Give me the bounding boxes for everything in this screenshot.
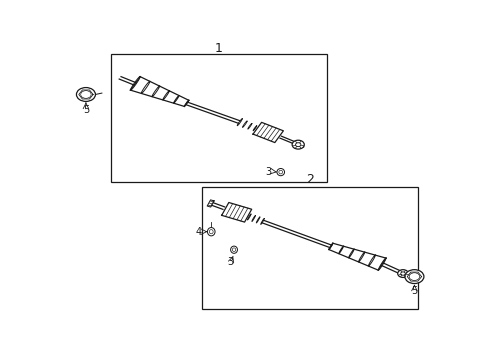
Text: 3: 3 xyxy=(227,257,233,267)
Circle shape xyxy=(401,272,405,275)
Ellipse shape xyxy=(207,228,215,236)
Circle shape xyxy=(398,270,408,278)
Circle shape xyxy=(295,143,301,147)
Bar xyxy=(202,187,418,309)
Circle shape xyxy=(76,87,96,102)
Bar xyxy=(111,54,327,182)
Ellipse shape xyxy=(232,248,236,252)
Text: 1: 1 xyxy=(215,42,223,55)
Circle shape xyxy=(409,273,419,280)
Ellipse shape xyxy=(209,230,213,234)
Circle shape xyxy=(410,273,419,280)
Text: 5: 5 xyxy=(83,105,89,115)
Circle shape xyxy=(81,91,91,98)
Ellipse shape xyxy=(231,246,238,253)
Circle shape xyxy=(81,91,91,98)
Text: 2: 2 xyxy=(306,172,314,185)
Text: 5: 5 xyxy=(411,286,417,296)
Ellipse shape xyxy=(279,170,283,174)
Circle shape xyxy=(292,140,304,149)
Ellipse shape xyxy=(277,168,285,176)
Text: 4: 4 xyxy=(196,227,202,237)
Circle shape xyxy=(405,270,424,284)
Text: 3: 3 xyxy=(265,167,271,176)
